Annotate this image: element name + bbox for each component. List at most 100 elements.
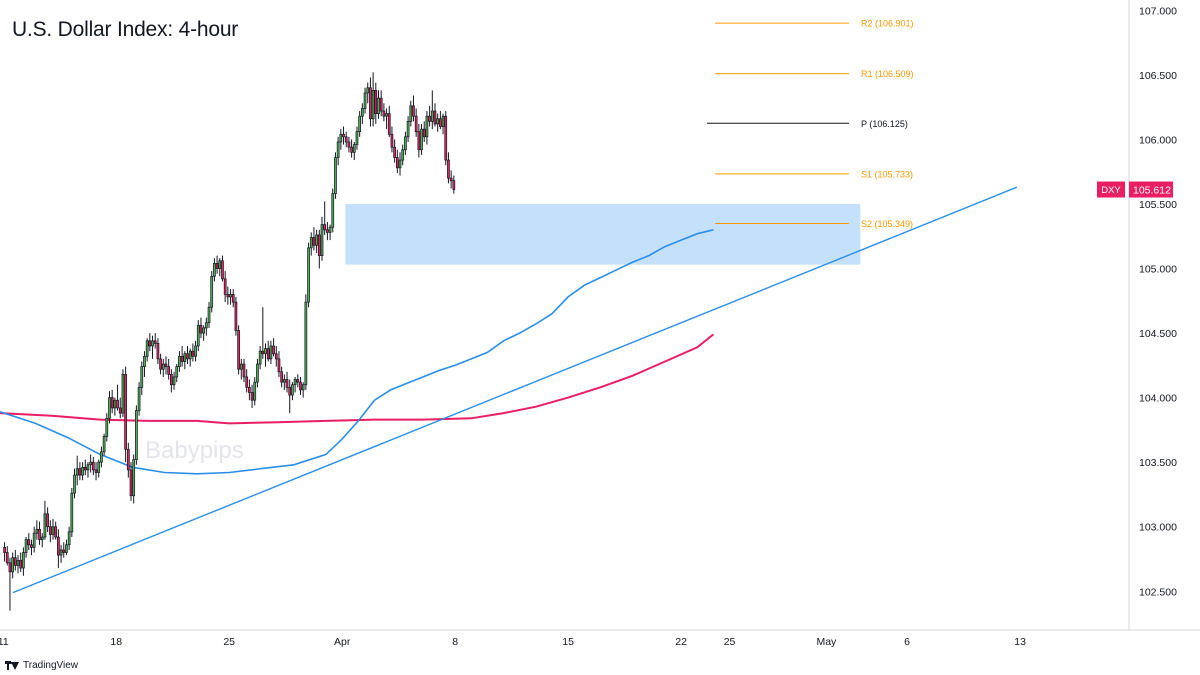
candle: [22, 547, 25, 576]
candle: [309, 232, 313, 256]
candle-body-up: [51, 526, 55, 535]
candle-body-up: [363, 92, 367, 109]
candle-body-down: [226, 293, 230, 298]
watermark: Babypips: [145, 437, 244, 464]
candle-body-down: [323, 224, 327, 231]
candle-body-up: [293, 379, 297, 386]
candle-body-down: [347, 141, 351, 148]
candle-body-up: [22, 552, 25, 569]
candle-body-down: [447, 159, 450, 179]
candle: [46, 507, 49, 532]
candle-body-up: [202, 327, 205, 334]
candle-body-up: [43, 513, 47, 538]
candle-body-up: [135, 410, 138, 460]
candle-body-down: [449, 177, 453, 182]
candle: [180, 345, 184, 367]
candle-body-up: [11, 557, 14, 573]
candle: [207, 302, 211, 328]
candle-body-up: [75, 468, 79, 476]
candle: [272, 338, 275, 357]
candle: [143, 351, 146, 377]
candle: [178, 351, 181, 372]
y-tick-label: 106.500: [1139, 70, 1177, 82]
candle: [258, 345, 262, 370]
candle-body-down: [444, 115, 448, 161]
candle: [422, 121, 426, 143]
candle-body-up: [121, 374, 125, 414]
candle-body-up: [361, 108, 364, 117]
candle: [97, 459, 101, 478]
candle: [16, 555, 20, 574]
candle-body-up: [24, 539, 28, 553]
candle-body-down: [326, 229, 329, 233]
candle-body-up: [436, 118, 440, 125]
candle: [395, 149, 399, 173]
candle-body-down: [242, 363, 246, 378]
candle-body-up: [331, 193, 335, 228]
footer-brand[interactable]: TradingView: [23, 660, 79, 671]
candle-body-up: [315, 234, 318, 246]
candle-body-up: [40, 536, 44, 540]
candle: [239, 358, 243, 380]
candle-body-up: [291, 384, 294, 396]
candle-body-down: [27, 539, 31, 546]
candle: [296, 374, 300, 388]
trendline: [12, 186, 1018, 594]
candle: [336, 136, 340, 166]
candle-body-up: [175, 366, 179, 378]
candle: [94, 462, 98, 481]
candle: [196, 320, 200, 352]
candle-body-down: [234, 301, 238, 331]
candle: [132, 454, 136, 504]
candle: [105, 413, 109, 442]
candle: [137, 382, 141, 416]
candle-body-up: [172, 376, 176, 386]
candle: [291, 382, 294, 401]
candle-body-down: [428, 115, 431, 122]
candle: [334, 152, 337, 199]
candle-body-up: [59, 549, 63, 556]
candle: [234, 296, 238, 336]
candle: [347, 136, 351, 153]
candle: [65, 539, 68, 556]
candle: [385, 108, 388, 130]
candle-body-down: [170, 374, 173, 386]
y-tick-label: 106.000: [1139, 134, 1177, 146]
candle: [377, 90, 380, 119]
pivot-label-r2: R2 (106.901): [861, 19, 914, 29]
candle-body-down: [414, 115, 418, 133]
candle: [175, 364, 179, 383]
pivot-label-s2: S2 (105.349): [861, 219, 913, 229]
candle: [301, 382, 305, 398]
y-tick-label: 105.000: [1139, 264, 1177, 276]
candle: [38, 521, 41, 545]
candle: [288, 379, 292, 414]
candle: [444, 111, 448, 166]
candle-body-up: [132, 459, 136, 497]
candle-body-up: [70, 492, 74, 533]
candle: [452, 175, 456, 194]
tradingview-logo-icon: [5, 661, 19, 670]
x-tick-label: 18: [110, 636, 122, 648]
candle-body-up: [339, 133, 343, 143]
candle-body-up: [320, 224, 324, 256]
candle: [261, 307, 265, 359]
candle: [113, 397, 117, 416]
candle: [30, 539, 33, 556]
candle: [67, 526, 71, 550]
candle: [277, 351, 281, 377]
x-tick-label: 25: [223, 636, 235, 648]
x-tick-label: 15: [562, 636, 574, 648]
candle: [135, 405, 138, 465]
sma200-line: [0, 333, 715, 425]
candle-body-up: [207, 306, 211, 324]
candle: [70, 487, 74, 538]
candle-body-down: [342, 133, 345, 138]
candle-body-down: [116, 399, 119, 409]
candle: [172, 371, 176, 390]
candle-body-down: [54, 526, 58, 538]
candle-body-down: [280, 371, 284, 383]
candle: [140, 361, 144, 396]
x-tick-label: 6: [904, 636, 910, 648]
